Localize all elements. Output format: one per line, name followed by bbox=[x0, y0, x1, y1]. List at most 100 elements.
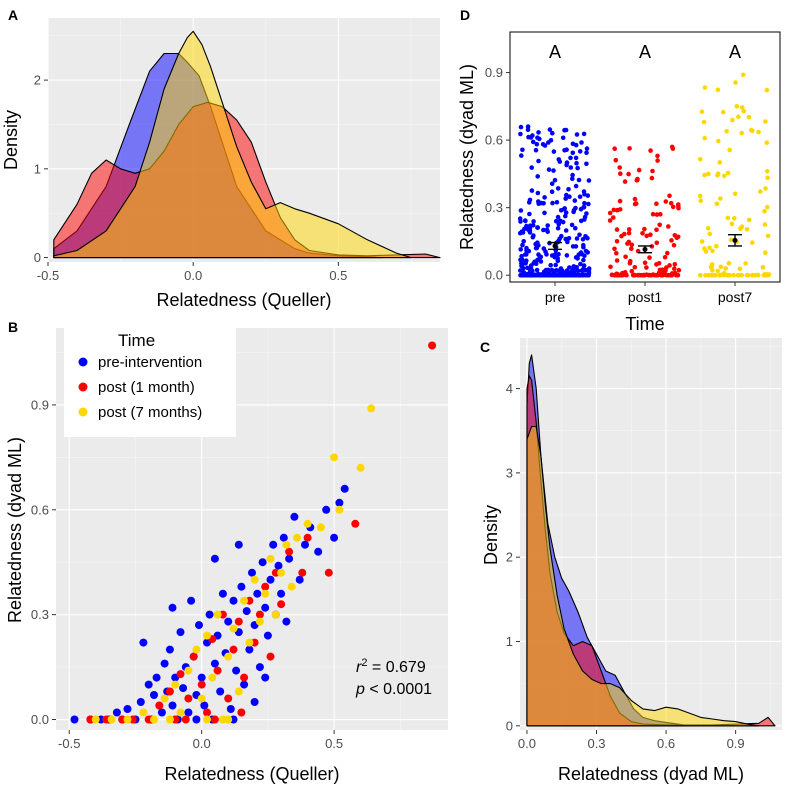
jitter-point-pre bbox=[536, 243, 541, 248]
jitter-point-post1 bbox=[642, 272, 647, 278]
jitter-point-pre bbox=[521, 270, 527, 275]
jitter-point-post1 bbox=[619, 233, 624, 239]
jitter-point-post1 bbox=[636, 167, 642, 173]
scatter-point-post-1-month- bbox=[203, 708, 211, 717]
jitter-point-pre bbox=[570, 172, 575, 178]
jitter-point-post1 bbox=[654, 201, 659, 206]
jitter-point-post7 bbox=[698, 272, 703, 278]
panel-c-x-tick-label: 0.9 bbox=[727, 736, 745, 751]
scatter-point-post-7-months- bbox=[250, 575, 259, 584]
jitter-point-post7 bbox=[709, 272, 715, 278]
scatter-point-post-7-months- bbox=[171, 680, 180, 689]
jitter-point-pre bbox=[567, 194, 572, 199]
jitter-point-pre bbox=[534, 267, 540, 273]
jitter-point-pre bbox=[528, 135, 534, 140]
jitter-point-pre bbox=[582, 200, 587, 206]
jitter-point-post7 bbox=[765, 204, 770, 210]
jitter-point-post1 bbox=[632, 264, 638, 270]
jitter-point-pre bbox=[521, 239, 526, 244]
jitter-point-post1 bbox=[629, 242, 635, 248]
jitter-point-pre bbox=[549, 181, 555, 186]
jitter-point-post1 bbox=[614, 258, 620, 263]
jitter-point-post7 bbox=[763, 119, 768, 124]
jitter-point-post7 bbox=[707, 231, 713, 237]
scatter-point-pre-intervention bbox=[197, 673, 206, 682]
jitter-point-post7 bbox=[710, 248, 715, 254]
jitter-point-post7 bbox=[717, 160, 723, 165]
jitter-point-pre bbox=[567, 265, 572, 270]
group-letter-post7: A bbox=[729, 42, 741, 62]
panel-b-x-tick-label: 0.0 bbox=[193, 736, 211, 751]
scatter-point-pre-intervention bbox=[255, 663, 264, 672]
jitter-point-pre bbox=[556, 157, 562, 162]
panel-d-y-tick-label: 0.3 bbox=[485, 200, 503, 215]
jitter-point-post7 bbox=[713, 272, 718, 278]
jitter-point-pre bbox=[543, 267, 549, 273]
jitter-point-pre bbox=[527, 197, 533, 203]
jitter-point-post7 bbox=[714, 243, 719, 249]
jitter-point-pre bbox=[529, 165, 534, 170]
jitter-point-post7 bbox=[725, 170, 731, 176]
jitter-point-post7 bbox=[734, 104, 740, 109]
jitter-point-pre bbox=[578, 218, 584, 224]
scatter-point-post-7-months- bbox=[139, 708, 148, 717]
jitter-point-pre bbox=[531, 233, 536, 238]
legend-key-post-1-month bbox=[78, 382, 88, 392]
scatter-point-post-7-months- bbox=[229, 624, 238, 633]
jitter-point-post7 bbox=[765, 175, 770, 181]
scatter-point-pre-intervention bbox=[150, 691, 158, 699]
jitter-point-pre bbox=[559, 233, 564, 239]
jitter-point-pre bbox=[563, 196, 568, 201]
scatter-point-post-7-months- bbox=[203, 715, 211, 724]
jitter-point-post1 bbox=[622, 179, 628, 184]
jitter-point-post7 bbox=[746, 217, 752, 223]
jitter-point-pre bbox=[576, 177, 582, 183]
panel-c-label: C bbox=[480, 339, 490, 355]
jitter-point-pre bbox=[536, 199, 541, 204]
jitter-point-post1 bbox=[613, 157, 619, 163]
jitter-point-pre bbox=[570, 176, 575, 181]
scatter-point-post-1-month- bbox=[224, 694, 233, 703]
jitter-point-pre bbox=[551, 168, 556, 173]
jitter-point-post7 bbox=[705, 226, 711, 231]
panel-b-y-axis-title: Relatedness (dyad ML) bbox=[5, 437, 25, 623]
scatter-point-pre-intervention bbox=[144, 680, 153, 689]
jitter-point-pre bbox=[552, 177, 558, 183]
scatter-point-pre-intervention bbox=[205, 610, 214, 619]
jitter-point-post1 bbox=[659, 272, 665, 278]
scatter-point-pre-intervention bbox=[314, 547, 323, 556]
jitter-point-pre bbox=[563, 210, 569, 215]
jitter-point-post7 bbox=[762, 222, 768, 227]
jitter-point-pre bbox=[543, 249, 548, 254]
jitter-point-pre bbox=[549, 267, 555, 273]
jitter-point-post1 bbox=[663, 268, 668, 274]
panel-b-legend: Time pre-intervention post (1 month) pos… bbox=[64, 326, 236, 437]
panel-d-x-tick-label: post7 bbox=[718, 289, 752, 305]
panel-a-density-post-7-months- bbox=[53, 30, 412, 259]
jitter-point-post7 bbox=[764, 169, 770, 174]
panel-b-y-tick-label: 0.9 bbox=[31, 397, 49, 412]
jitter-point-pre bbox=[550, 130, 555, 136]
scatter-point-pre-intervention bbox=[184, 708, 193, 717]
scatter-point-pre-intervention bbox=[330, 533, 339, 542]
jitter-point-post1 bbox=[676, 267, 682, 273]
jitter-point-post7 bbox=[728, 237, 734, 243]
scatter-point-post-1-month- bbox=[189, 652, 198, 661]
jitter-point-post7 bbox=[736, 114, 741, 120]
jitter-point-post7 bbox=[715, 268, 721, 274]
scatter-point-post-1-month- bbox=[285, 547, 294, 556]
jitter-point-pre bbox=[524, 258, 529, 264]
scatter-point-pre-intervention bbox=[261, 673, 270, 682]
jitter-point-pre bbox=[535, 174, 540, 179]
jitter-point-pre bbox=[563, 127, 569, 133]
scatter-point-pre-intervention bbox=[301, 540, 309, 549]
jitter-point-post1 bbox=[655, 158, 660, 163]
panel-c-y-tick-label: 0 bbox=[506, 718, 513, 733]
jitter-point-post1 bbox=[623, 254, 628, 260]
jitter-point-pre bbox=[586, 178, 592, 183]
scatter-point-pre-intervention bbox=[157, 708, 166, 717]
panel-d-y-tick-label: 0.6 bbox=[485, 133, 503, 148]
jitter-point-post1 bbox=[614, 272, 619, 278]
scatter-point-post-7-months- bbox=[287, 582, 296, 591]
jitter-point-post1 bbox=[666, 224, 671, 229]
